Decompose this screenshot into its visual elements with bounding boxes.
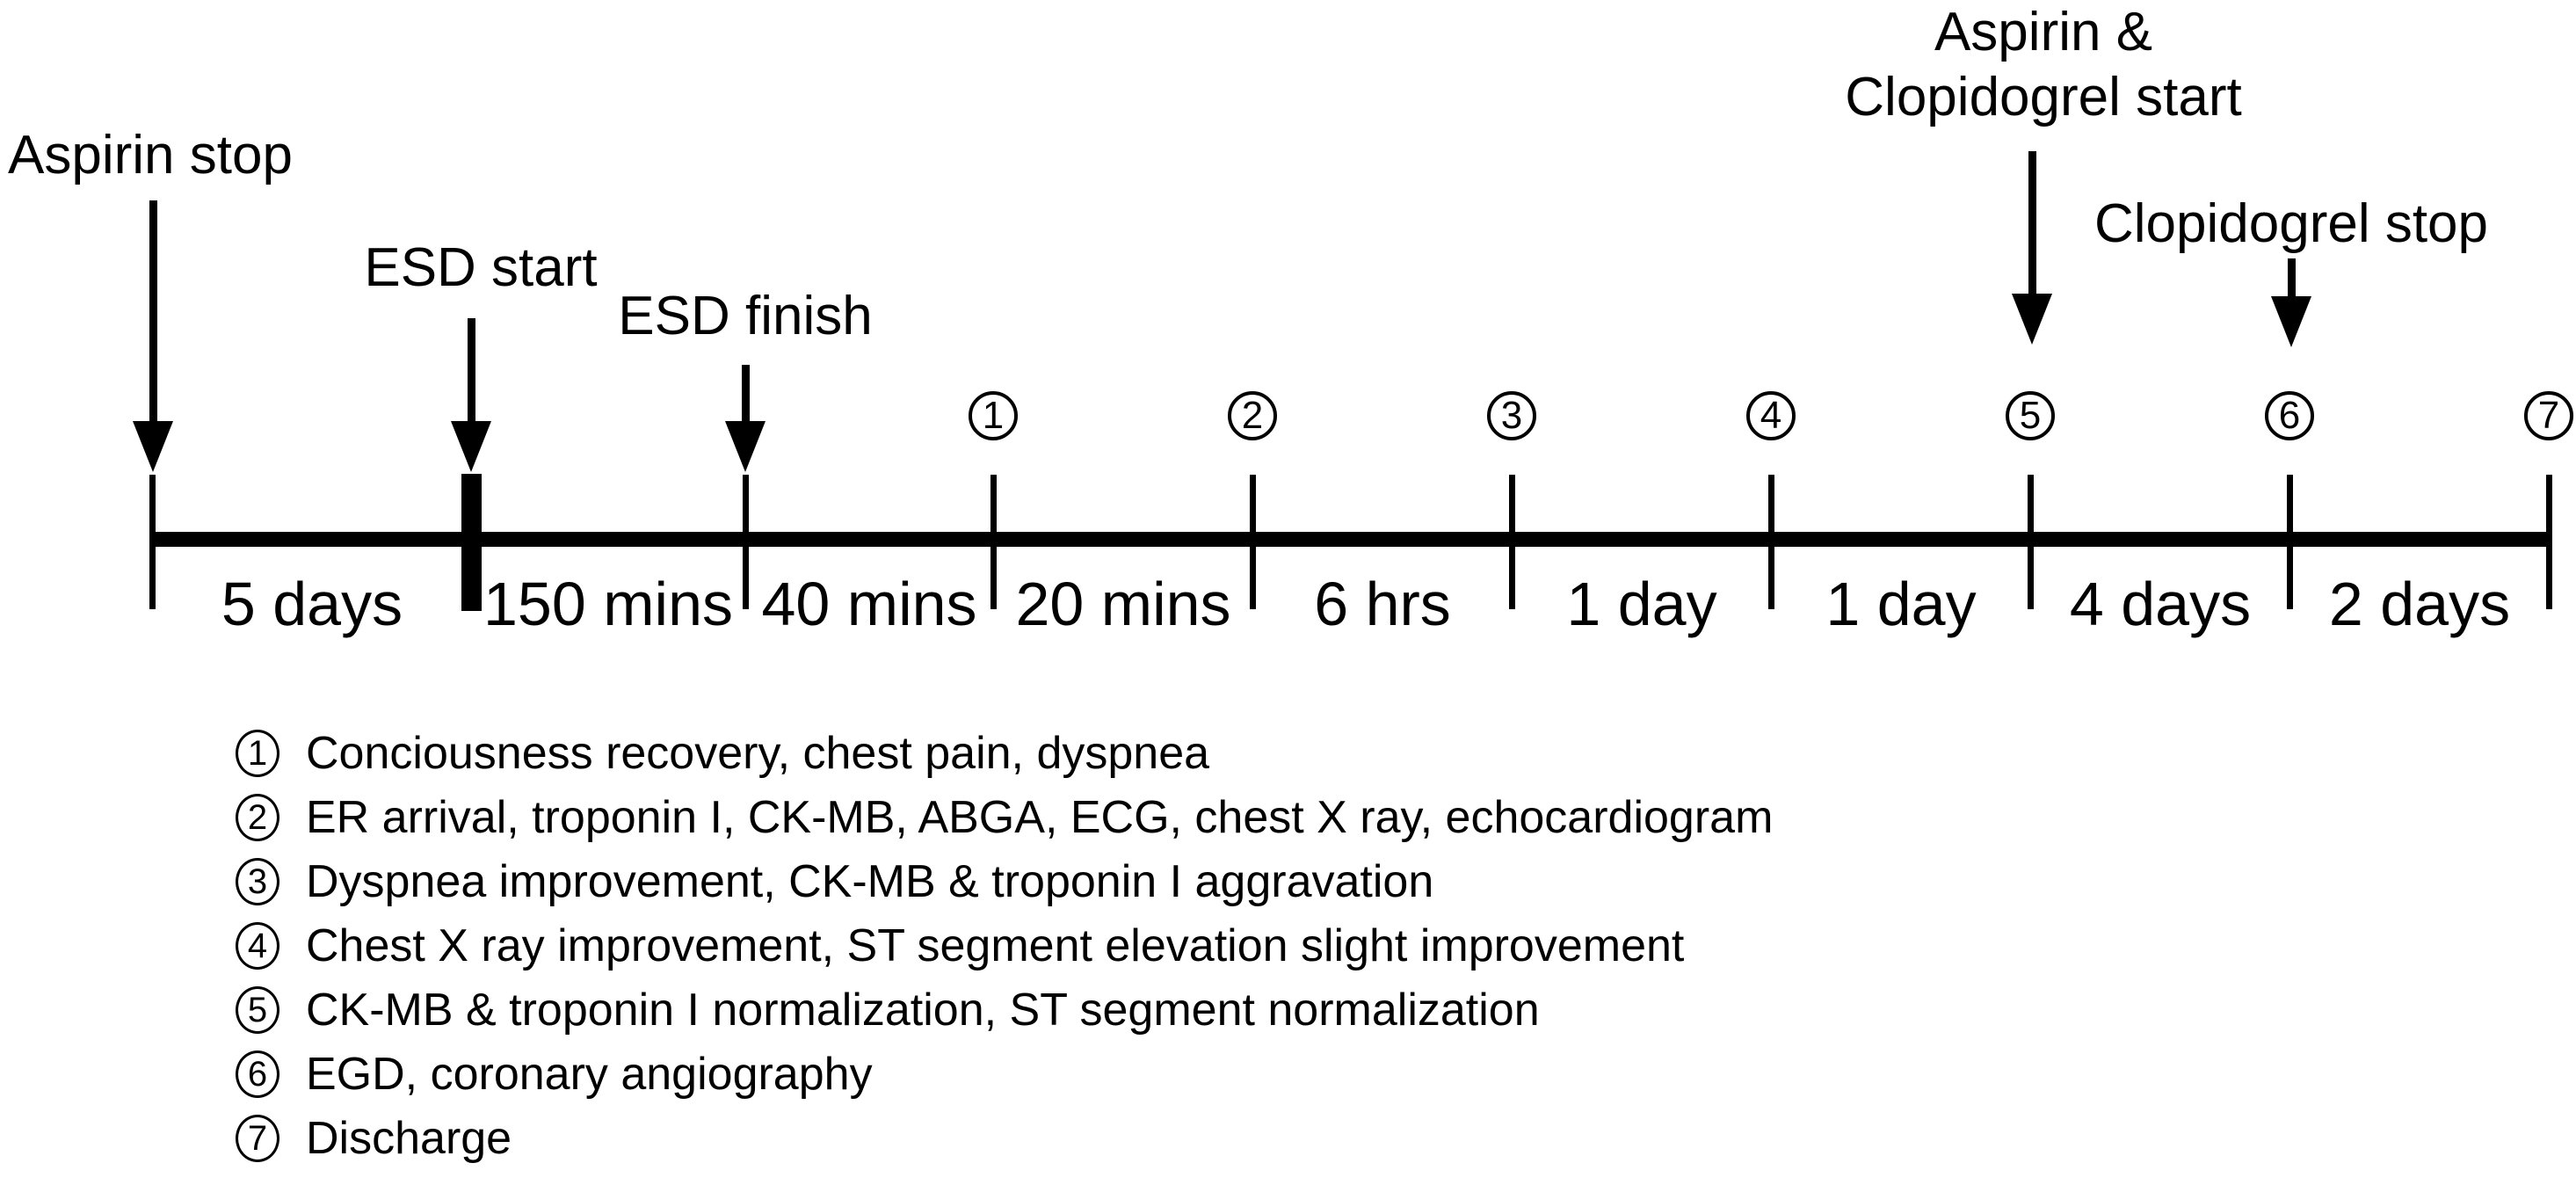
interval-label: 1 day: [1566, 570, 1717, 638]
aspirin-clopidogrel-start-label-line: Clopidogrel start: [1845, 67, 2242, 127]
timeline-point-circle-7: 7: [2524, 391, 2573, 440]
legend-item-text: CK-MB & troponin I normalization, ST seg…: [306, 984, 1540, 1036]
interval-label: 4 days: [2069, 570, 2252, 638]
timeline-tick: [2286, 475, 2293, 609]
clopidogrel-stop-label: Clopidogrel stop: [2094, 192, 2488, 257]
aspirin-clopidogrel-start-down-arrow-shaft: [2028, 151, 2036, 297]
esd-start-down-arrow-icon: [451, 421, 491, 472]
esd-finish-down-arrow-icon: [725, 421, 766, 472]
legend-item: 6 EGD, coronary angiography: [236, 1042, 873, 1106]
legend-number-circle-5: 5: [236, 985, 279, 1034]
aspirin-clopidogrel-start-label-line: Aspirin &: [1934, 2, 2153, 62]
interval-label: 5 days: [221, 570, 403, 638]
legend-item: 4 Chest X ray improvement, ST segment ele…: [236, 913, 1684, 978]
legend-item: 7 Discharge: [236, 1106, 512, 1170]
timeline-point-circle-5: 5: [2006, 391, 2055, 440]
timeline-tick: [1249, 475, 1256, 609]
aspirin-clopidogrel-start-down-arrow-icon: [2012, 294, 2052, 345]
esd-start-down-arrow-shaft: [467, 318, 475, 425]
legend-item-text: Discharge: [306, 1112, 512, 1164]
legend-item: 2 ER arrival, troponin I, CK-MB, ABGA, EC…: [236, 785, 1773, 849]
timeline-tick: [990, 475, 997, 609]
legend-number-circle-7: 7: [236, 1114, 279, 1162]
timeline-point-circle-1: 1: [969, 391, 1018, 440]
timeline-tick: [1767, 475, 1774, 609]
legend-number-circle-3: 3: [236, 857, 279, 905]
timeline-tick-thick: [461, 474, 482, 611]
clopidogrel-stop-label-line: Clopidogrel stop: [2093, 193, 2489, 254]
timeline-tick: [149, 475, 156, 609]
clopidogrel-stop-down-arrow-shaft: [2287, 258, 2296, 300]
esd-finish-down-arrow-shaft: [741, 365, 750, 425]
aspirin-stop-down-arrow-icon: [133, 421, 173, 472]
esd-finish-label-line: ESD finish: [618, 286, 873, 346]
timeline-point-circle-6: 6: [2265, 391, 2314, 440]
interval-label: 1 day: [1825, 570, 1977, 638]
legend-number-circle-6: 6: [236, 1050, 279, 1098]
interval-label: 2 days: [2328, 570, 2511, 638]
legend-item-text: ER arrival, troponin I, CK-MB, ABGA, ECG…: [306, 791, 1774, 843]
legend-item-text: Chest X ray improvement, ST segment elev…: [306, 920, 1685, 971]
esd-start-label: ESD start: [364, 236, 597, 301]
legend-item: 1 Conciousness recovery, chest pain, dysp…: [236, 721, 1209, 785]
clopidogrel-stop-down-arrow-icon: [2271, 296, 2311, 347]
timeline-tick: [742, 475, 749, 609]
interval-label: 40 mins: [761, 570, 977, 638]
legend-item: 5 CK-MB & troponin I normalization, ST se…: [236, 978, 1540, 1042]
timeline-tick: [2545, 475, 2552, 609]
legend-item-text: Dyspnea improvement, CK-MB & troponin I …: [306, 855, 1434, 907]
legend-item: 3 Dyspnea improvement, CK-MB & troponin I…: [236, 849, 1433, 913]
aspirin-stop-label: Aspirin stop: [8, 123, 293, 188]
timeline-tick: [1508, 475, 1515, 609]
esd-start-label-line: ESD start: [364, 237, 598, 298]
legend-item-text: EGD, coronary angiography: [306, 1048, 873, 1100]
legend-number-circle-2: 2: [236, 793, 279, 841]
timeline-point-circle-3: 3: [1487, 391, 1536, 440]
legend-number-circle-4: 4: [236, 921, 279, 970]
esd-finish-label: ESD finish: [618, 284, 872, 349]
timeline-point-circle-2: 2: [1228, 391, 1277, 440]
aspirin-clopidogrel-start-label: Aspirin & Clopidogrel start: [1845, 0, 2241, 130]
legend-number-circle-1: 1: [236, 729, 279, 777]
interval-label: 150 mins: [483, 570, 734, 638]
timeline-tick: [2027, 475, 2034, 609]
aspirin-stop-label-line: Aspirin stop: [8, 125, 293, 185]
legend-item-text: Conciousness recovery, chest pain, dyspn…: [306, 727, 1210, 779]
interval-label: 20 mins: [1015, 570, 1231, 638]
aspirin-stop-down-arrow-shaft: [149, 200, 157, 425]
interval-label: 6 hrs: [1314, 570, 1451, 638]
timeline-bar: [152, 532, 2549, 547]
timeline-point-circle-4: 4: [1746, 391, 1796, 440]
